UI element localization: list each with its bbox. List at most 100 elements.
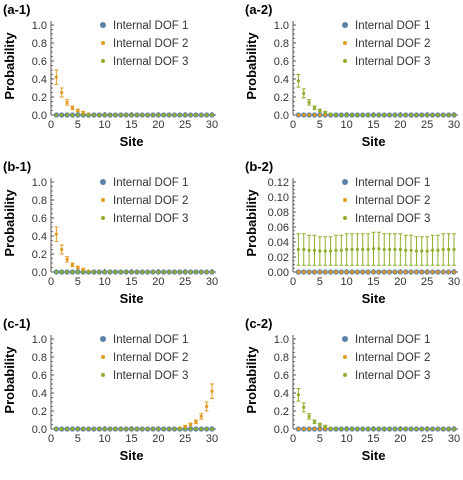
x-tick-label: 25 xyxy=(179,433,191,445)
y-tick-label: 0.00 xyxy=(268,267,289,279)
data-point xyxy=(81,427,85,431)
data-point xyxy=(97,270,101,274)
data-point xyxy=(151,427,155,431)
data-point xyxy=(339,427,343,431)
data-point xyxy=(183,427,187,431)
data-point xyxy=(65,257,69,261)
data-point xyxy=(328,426,333,430)
data-point xyxy=(441,427,445,431)
x-axis-title: Site xyxy=(362,448,386,463)
data-point xyxy=(296,393,300,397)
data-point xyxy=(366,247,370,252)
y-axis-title: Probability xyxy=(244,189,259,257)
data-point xyxy=(210,270,214,274)
data-point xyxy=(113,427,117,431)
data-point xyxy=(199,270,203,274)
data-point xyxy=(178,427,182,431)
data-point xyxy=(398,427,402,431)
data-point xyxy=(140,427,144,431)
data-point xyxy=(205,404,209,409)
data-point xyxy=(393,270,397,274)
data-point xyxy=(156,427,160,431)
data-point xyxy=(172,113,177,117)
data-point xyxy=(339,270,343,274)
data-point xyxy=(76,113,80,117)
data-point xyxy=(302,91,306,95)
data-point xyxy=(135,427,139,431)
panel: (c-2) 0.0 0.2 0.4 0.6 0.8 1.0 0 5 10 15 20 25 30 Site P… xyxy=(244,316,460,463)
data-point xyxy=(393,427,397,431)
data-point xyxy=(119,427,123,431)
data-point xyxy=(441,247,445,252)
y-tick-label: 0.12 xyxy=(268,177,289,189)
legend-label-dof-2: Internal DOF 2 xyxy=(355,195,430,207)
data-point xyxy=(318,108,322,113)
data-point xyxy=(76,108,80,113)
data-point xyxy=(65,100,69,104)
data-point xyxy=(296,247,300,252)
data-point xyxy=(86,427,91,431)
x-axis-title: Site xyxy=(362,291,386,306)
y-axis-title: Probability xyxy=(2,32,17,100)
data-point xyxy=(178,270,182,274)
x-tick-label: 15 xyxy=(367,433,379,445)
data-point xyxy=(371,427,376,431)
data-point xyxy=(60,90,64,95)
data-point xyxy=(312,248,317,252)
y-axis-title: Probability xyxy=(244,346,259,414)
legend-label-dof-2: Internal DOF 2 xyxy=(355,352,430,364)
data-point xyxy=(162,270,166,274)
x-tick-label: 0 xyxy=(48,433,54,445)
y-tick-label: 0.4 xyxy=(274,388,289,400)
data-point xyxy=(188,422,193,427)
data-point xyxy=(318,427,322,431)
data-point xyxy=(183,270,187,274)
y-tick-label: 0.4 xyxy=(32,388,47,400)
y-tick-label: 0.02 xyxy=(268,252,289,264)
legend-marker-dof-1 xyxy=(100,22,106,28)
legend-label-dof-1: Internal DOF 1 xyxy=(113,177,188,189)
y-tick-label: 1.0 xyxy=(274,20,289,32)
legend-marker-dof-3 xyxy=(101,59,105,63)
data-point xyxy=(366,427,370,431)
legend-label-dof-1: Internal DOF 1 xyxy=(355,20,430,32)
legend-label-dof-3: Internal DOF 3 xyxy=(113,370,188,382)
x-tick-label: 30 xyxy=(448,433,460,445)
legend-marker-dof-3 xyxy=(101,216,105,220)
data-point xyxy=(302,113,306,117)
x-tick-label: 30 xyxy=(448,119,460,131)
data-point xyxy=(70,106,75,110)
data-point xyxy=(135,270,139,274)
legend-marker-dof-2 xyxy=(343,355,347,359)
data-point xyxy=(97,427,101,431)
series-dof-2 xyxy=(54,383,214,431)
x-tick-label: 10 xyxy=(341,119,353,131)
data-point xyxy=(436,270,440,274)
data-point xyxy=(205,270,209,274)
y-tick-label: 0.6 xyxy=(274,370,289,382)
data-point xyxy=(92,427,96,431)
x-tick-label: 20 xyxy=(152,119,164,131)
data-point xyxy=(425,249,429,253)
data-point xyxy=(414,249,419,253)
legend: Internal DOF 1 Internal DOF 2 Internal DOF… xyxy=(100,20,188,68)
data-point xyxy=(188,113,193,117)
data-point xyxy=(124,427,128,431)
data-point xyxy=(312,270,317,274)
legend-label-dof-2: Internal DOF 2 xyxy=(113,195,188,207)
data-point xyxy=(355,427,359,431)
data-point xyxy=(76,270,80,274)
x-tick-label: 5 xyxy=(75,433,81,445)
data-point xyxy=(183,424,187,428)
series-dof-2 xyxy=(296,270,456,274)
panel: (b-1) 0.0 0.2 0.4 0.6 0.8 1.0 0 5 10 15 20 25 30 Site P… xyxy=(2,159,218,306)
data-point xyxy=(188,427,193,431)
data-point xyxy=(65,270,69,274)
data-point xyxy=(199,427,203,431)
legend-marker-dof-3 xyxy=(343,373,347,377)
x-tick-label: 20 xyxy=(152,433,164,445)
data-point xyxy=(151,270,155,274)
series-dof-3 xyxy=(296,231,456,266)
legend-marker-dof-3 xyxy=(343,216,347,220)
data-point xyxy=(452,427,456,431)
